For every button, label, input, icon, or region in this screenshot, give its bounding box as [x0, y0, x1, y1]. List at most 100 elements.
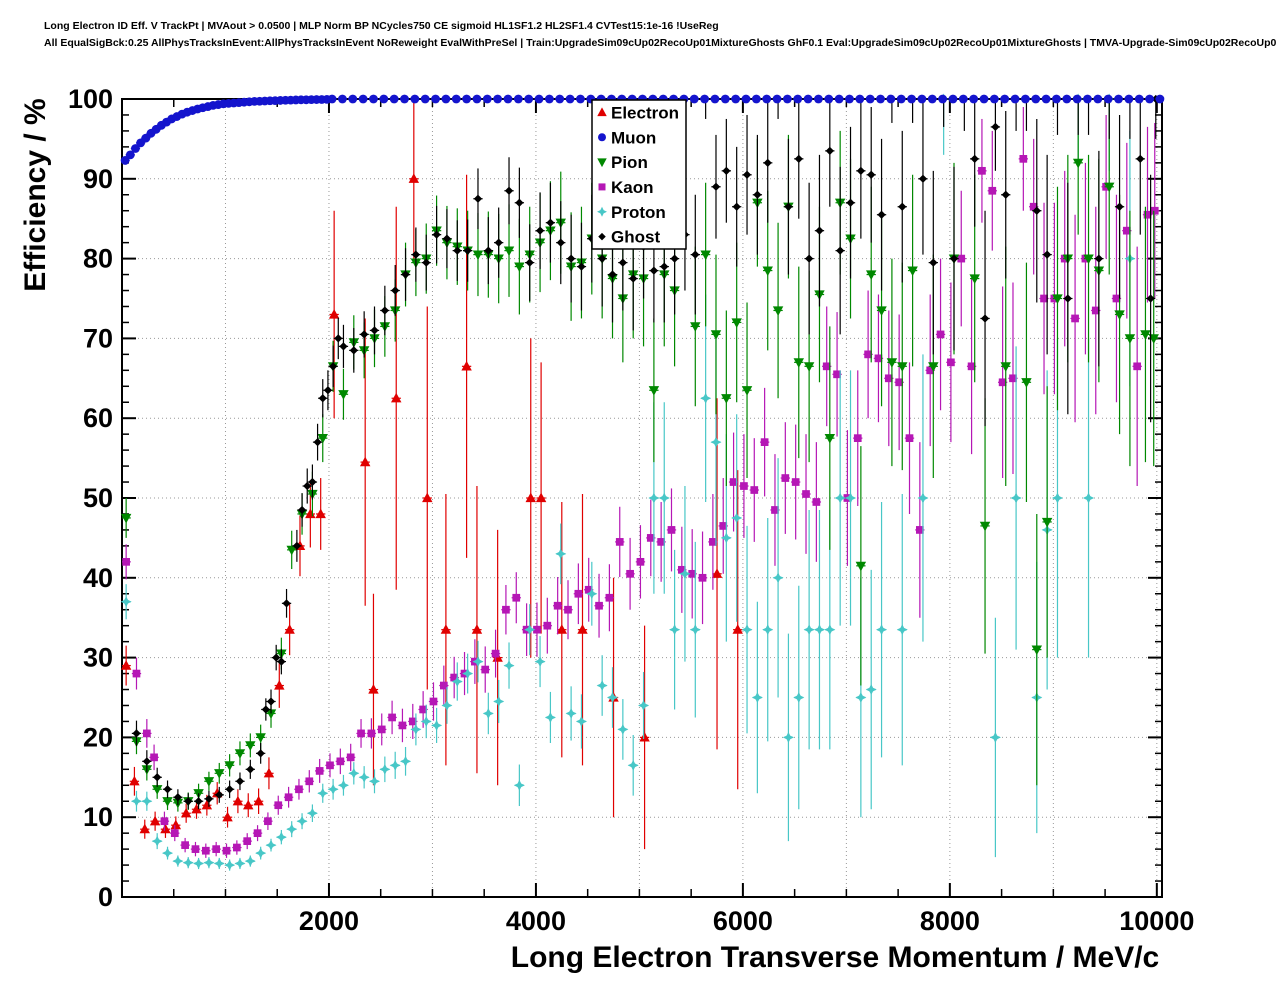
- data-point-diamond: [856, 166, 865, 175]
- data-point-triangle-down: [286, 545, 297, 556]
- legend-entry-kaon: Kaon: [598, 178, 654, 197]
- data-point-diamond: [339, 342, 348, 351]
- data-point-triangle-down: [597, 158, 607, 168]
- data-point-square: [201, 846, 210, 855]
- data-point-diamond: [1001, 190, 1010, 199]
- data-point-square: [916, 526, 924, 534]
- legend-label-ghost: Ghost: [611, 228, 660, 247]
- data-point-star4: [482, 707, 494, 719]
- data-point-square: [688, 569, 697, 578]
- data-point-triangle-down: [824, 434, 836, 444]
- data-point-star4: [597, 206, 607, 217]
- data-point-diamond: [815, 226, 824, 235]
- data-point-square: [595, 601, 603, 610]
- data-point-triangle-up: [201, 799, 213, 810]
- data-point-star4: [989, 731, 1001, 743]
- data-point-diamond: [1146, 294, 1155, 303]
- data-point-star4: [389, 759, 401, 771]
- data-point-circle: [938, 94, 948, 104]
- data-point-circle: [741, 94, 751, 104]
- data-point-square: [357, 729, 365, 738]
- data-point-triangle-down: [710, 330, 722, 340]
- data-point-square: [367, 729, 376, 738]
- data-point-star4: [130, 795, 142, 807]
- data-point-square: [812, 498, 821, 506]
- data-point-diamond: [391, 286, 400, 295]
- data-point-circle: [472, 94, 482, 104]
- data-point-diamond: [877, 210, 886, 219]
- data-point-triangle-up: [129, 775, 140, 786]
- data-point-triangle-down: [234, 749, 246, 759]
- x-tick-label: 10000: [1119, 906, 1194, 936]
- data-point-circle: [1021, 94, 1030, 104]
- data-point-star4: [565, 707, 577, 719]
- legend: Electron Muon Pion Kaon Proton Ghost: [591, 99, 687, 250]
- data-point-square: [512, 593, 521, 602]
- data-point-diamond: [256, 749, 265, 758]
- data-point-diamond: [453, 246, 462, 255]
- data-point-square: [398, 721, 407, 730]
- data-point-star4: [513, 779, 525, 791]
- data-point-diamond: [929, 258, 938, 267]
- data-point-triangle-down: [1031, 645, 1043, 656]
- data-point-diamond: [504, 186, 514, 195]
- data-point-star4: [182, 857, 194, 869]
- data-point-diamond: [194, 797, 203, 806]
- data-point-diamond: [463, 246, 472, 255]
- data-point-square: [936, 330, 945, 339]
- data-point-square: [533, 625, 541, 634]
- y-tick-label: 20: [83, 722, 113, 752]
- data-point-circle: [1072, 94, 1082, 104]
- data-point-circle: [700, 94, 710, 104]
- data-point-star4: [462, 668, 474, 680]
- data-point-star4: [627, 759, 639, 771]
- data-point-circle: [793, 94, 803, 104]
- data-point-triangle-up: [180, 807, 192, 818]
- data-point-star4: [472, 656, 484, 668]
- data-point-triangle-up: [170, 819, 182, 830]
- data-point-triangle-down: [865, 270, 877, 281]
- data-point-square: [698, 573, 707, 582]
- data-point-circle: [782, 94, 792, 104]
- data-point-triangle-down: [762, 266, 773, 277]
- legend-label-muon: Muon: [611, 128, 656, 147]
- data-point-circle: [565, 94, 575, 104]
- data-point-star4: [782, 731, 794, 743]
- data-point-circle: [979, 94, 989, 104]
- data-point-triangle-up: [191, 803, 202, 814]
- data-point-square: [553, 601, 562, 610]
- data-point-square: [957, 254, 966, 263]
- axis-ticks: [122, 98, 1162, 898]
- data-point-circle: [598, 133, 606, 142]
- data-point-diamond: [577, 262, 586, 271]
- data-point-triangle-up: [284, 624, 295, 634]
- data-point-triangle-down: [772, 306, 784, 316]
- data-point-star4: [534, 656, 546, 668]
- data-point-circle: [1145, 94, 1154, 104]
- data-point-circle: [389, 94, 399, 104]
- data-point-circle: [814, 94, 823, 104]
- data-point-diamond: [546, 218, 555, 227]
- data-point-diamond: [515, 198, 524, 207]
- data-point-star4: [669, 624, 681, 636]
- data-point-star4: [617, 723, 629, 735]
- data-point-square: [864, 350, 872, 359]
- data-point-triangle-down: [1041, 517, 1053, 528]
- legend-entry-muon: Muon: [598, 128, 656, 147]
- data-point-star4: [772, 572, 784, 584]
- data-point-diamond: [323, 386, 333, 395]
- data-point-diamond: [132, 729, 141, 738]
- data-point-diamond: [184, 797, 193, 806]
- data-point-star4: [296, 815, 308, 827]
- data-point-star4: [379, 763, 391, 775]
- data-point-circle: [969, 94, 979, 104]
- data-point-circle: [989, 94, 999, 104]
- data-point-square: [729, 478, 738, 486]
- y-tick-label: 50: [83, 483, 113, 513]
- data-point-star4: [234, 857, 246, 869]
- data-point-star4: [431, 719, 443, 731]
- data-point-circle: [576, 94, 585, 104]
- data-point-circle: [358, 94, 368, 104]
- data-point-diamond: [318, 394, 327, 403]
- data-point-diamond: [691, 250, 700, 259]
